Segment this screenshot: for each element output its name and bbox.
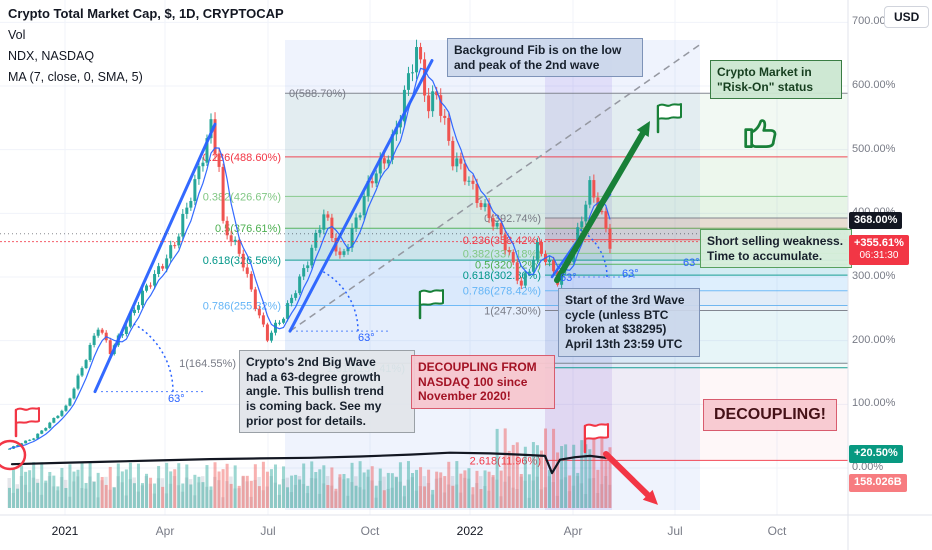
price-axis-label: 500.00% <box>852 142 896 155</box>
currency-unit-button[interactable]: USD <box>884 6 930 28</box>
last-change-value: +355.61% <box>854 236 904 249</box>
legend-item-ndx[interactable]: NDX, NASDAQ <box>8 49 95 63</box>
trend-line[interactable] <box>288 59 434 333</box>
chart-legend: Crypto Total Market Cap, $, 1D, CRYPTOCA… <box>8 6 284 91</box>
time-axis-label: Jul <box>667 524 683 538</box>
ma-value-badge: 368.00% <box>849 211 903 230</box>
bullish-arrow[interactable] <box>554 124 649 284</box>
red-flag-icon[interactable] <box>583 423 609 454</box>
callout-second-wave[interactable]: Crypto's 2nd Big Wave had a 63-degree gr… <box>239 350 415 434</box>
fib-level-label: 0.382(337.18%) <box>463 248 541 260</box>
bar-countdown: 06:31:30 <box>859 250 899 262</box>
nasdaq-line[interactable] <box>10 451 608 475</box>
last-price-badge: +355.61% 06:31:30 <box>849 234 909 265</box>
fib-level-label: 0(392.74%) <box>484 213 541 225</box>
red-flag-icon[interactable] <box>14 407 40 438</box>
fib-level-label: 0.382(426.67%) <box>203 191 281 203</box>
ma-line[interactable] <box>9 67 611 450</box>
legend-item-vol[interactable]: Vol <box>8 28 26 42</box>
fib-level-label: 0.786(255.32%) <box>203 300 281 312</box>
price-axis-label: 100.00% <box>852 397 896 410</box>
callout-short-selling[interactable]: Short selling weakness. Time to accumula… <box>700 229 852 269</box>
fib-level-label: 0.786(278.42%) <box>463 286 541 298</box>
callout-risk-on[interactable]: Crypto Market in "Risk-On" status <box>710 60 842 100</box>
fib-level-label: 0.236(358.42%) <box>463 235 541 247</box>
arrow-head <box>642 489 658 505</box>
angle-arc <box>320 269 359 332</box>
green-flag-icon[interactable] <box>656 103 682 134</box>
bearish-arrow[interactable] <box>603 450 656 503</box>
time-axis-label: Oct <box>360 524 380 538</box>
time-axis-label: Apr <box>563 524 583 538</box>
volume-value-badge: 158.026B <box>849 474 907 492</box>
fib-level-label: 2.618(11.96%) <box>470 455 541 467</box>
price-axis-label: 200.00% <box>852 333 896 346</box>
price-axis-label: 0.00% <box>852 461 884 473</box>
time-axis-label: Oct <box>767 524 787 538</box>
callout-background-fib[interactable]: Background Fib is on the low and peak of… <box>447 38 643 78</box>
trend-line[interactable] <box>93 122 217 394</box>
time-axis-label: Jul <box>260 524 276 538</box>
ndx-volume-bars <box>7 476 612 508</box>
angle-degree-label: 63° <box>358 332 375 344</box>
price-axis-label: 300.00% <box>852 269 896 282</box>
angle-degree-label: 63° <box>560 272 577 284</box>
angle-degree-label: 63° <box>168 393 185 405</box>
volume-bars <box>8 428 612 508</box>
fib-level-label: 1(164.55%) <box>179 358 236 370</box>
ndx-value-badge: +20.50% <box>849 444 903 463</box>
highlight-circle[interactable] <box>0 439 27 471</box>
callout-decoupling[interactable]: DECOUPLING! <box>703 399 837 431</box>
green-flag-icon[interactable] <box>418 289 444 320</box>
angle-degree-label: 63° <box>622 268 639 280</box>
angle-arc <box>130 321 174 392</box>
fib-level-label: 1(247.30%) <box>484 306 541 318</box>
fib-level-label: 0(588.70%) <box>289 88 346 100</box>
fib-level-label: 0.5(320.02%) <box>475 259 541 271</box>
thumbs-up-icon <box>744 119 777 148</box>
time-axis-label: 2021 <box>51 524 79 538</box>
time-axis-label: Apr <box>155 524 175 538</box>
fib-level-label: 0.236(488.60%) <box>203 152 281 164</box>
angle-degree-label: 63° <box>683 257 700 269</box>
legend-item-ma[interactable]: MA (7, close, 0, SMA, 5) <box>8 70 143 84</box>
arrow-head <box>636 121 650 137</box>
angle-arc <box>576 227 608 277</box>
price-axis-label: 600.00% <box>852 78 896 91</box>
callout-decoupling-note[interactable]: DECOUPLING FROM NASDAQ 100 since Novembe… <box>411 355 555 409</box>
callout-third-wave[interactable]: Start of the 3rd Wave cycle (unless BTC … <box>558 288 700 357</box>
symbol-title[interactable]: Crypto Total Market Cap, $, 1D, CRYPTOCA… <box>8 6 284 21</box>
time-axis-label: 2022 <box>456 524 484 538</box>
